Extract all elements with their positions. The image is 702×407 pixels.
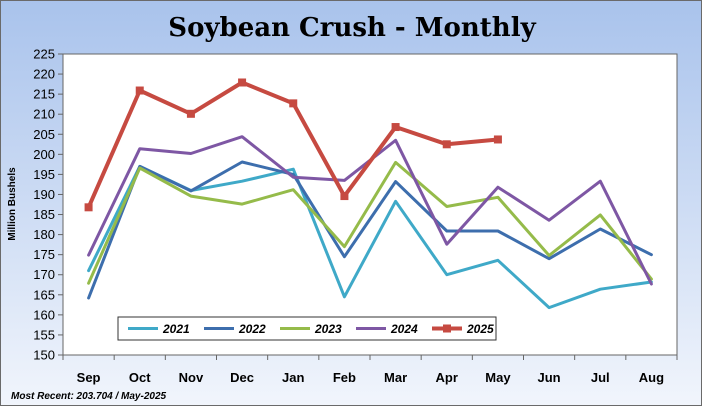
legend-label-2024: 2024 [390, 322, 418, 336]
x-tick-label-dec: Dec [230, 370, 254, 385]
chart-title: Soybean Crush - Monthly [168, 13, 536, 43]
point-2025-feb [340, 192, 349, 201]
series-line-2023 [87, 160, 653, 285]
y-axis-label: Million Bushels [7, 167, 18, 241]
legend-marker-2025 [443, 324, 451, 333]
x-tick-label-jan: Jan [282, 370, 304, 385]
series-line-2022 [87, 160, 653, 300]
x-axis-ticks [62, 355, 678, 360]
legend-label-2021: 2021 [162, 322, 190, 336]
legend-label-2025: 2025 [466, 322, 494, 336]
y-tick-label-205: 205 [33, 127, 55, 142]
x-tick-label-aug: Aug [639, 370, 664, 385]
x-tick-label-oct: Oct [129, 370, 151, 385]
legend: 2021 2022 2023 2024 2025 [117, 316, 497, 341]
x-tick-label-may: May [485, 370, 511, 385]
x-tick-label-jun: Jun [538, 370, 561, 385]
y-tick-label-185: 185 [33, 207, 55, 222]
point-2025-oct [135, 86, 144, 95]
point-2025-apr [442, 140, 451, 149]
y-axis-ticks [58, 53, 63, 356]
x-tick-label-sep: Sep [77, 370, 101, 385]
x-tick-label-apr: Apr [436, 370, 458, 385]
y-tick-label-225: 225 [33, 47, 55, 62]
point-2025-dec [238, 78, 247, 87]
y-tick-label-165: 165 [33, 287, 55, 302]
series-group [84, 78, 653, 310]
x-axis-tick-labels: Sep Oct Nov Dec Jan Feb Mar Apr May Jun Jul Aug [77, 370, 664, 385]
y-tick-label-215: 215 [33, 87, 55, 102]
y-tick-label-160: 160 [33, 307, 55, 322]
x-tick-label-feb: Feb [333, 370, 356, 385]
point-2025-mar [391, 123, 400, 132]
y-tick-label-195: 195 [33, 167, 55, 182]
y-axis-tick-labels: 150 155 160 165 170 175 180 185 190 195 200 205 210 2… [33, 47, 55, 363]
y-tick-label-220: 220 [33, 67, 55, 82]
point-2025-sep [84, 203, 93, 212]
y-tick-label-180: 180 [33, 227, 55, 242]
legend-label-2023: 2023 [314, 322, 342, 336]
footnote: Most Recent: 203.704 / May-2025 [11, 391, 167, 402]
x-tick-label-mar: Mar [384, 370, 407, 385]
y-tick-label-210: 210 [33, 107, 55, 122]
x-tick-label-jul: Jul [591, 370, 610, 385]
point-2025-jan [289, 99, 298, 108]
y-tick-label-155: 155 [33, 327, 55, 342]
series-2023 [87, 160, 653, 285]
y-tick-label-150: 150 [33, 348, 55, 363]
y-tick-label-200: 200 [33, 147, 55, 162]
series-2022 [87, 160, 653, 300]
y-tick-label-170: 170 [33, 267, 55, 282]
legend-label-2022: 2022 [238, 322, 266, 336]
y-tick-label-175: 175 [33, 247, 55, 262]
point-2025-may [493, 135, 502, 144]
series-2025 [84, 78, 502, 212]
x-tick-label-nov: Nov [179, 370, 204, 385]
y-tick-label-190: 190 [33, 187, 55, 202]
point-2025-nov [186, 109, 195, 118]
